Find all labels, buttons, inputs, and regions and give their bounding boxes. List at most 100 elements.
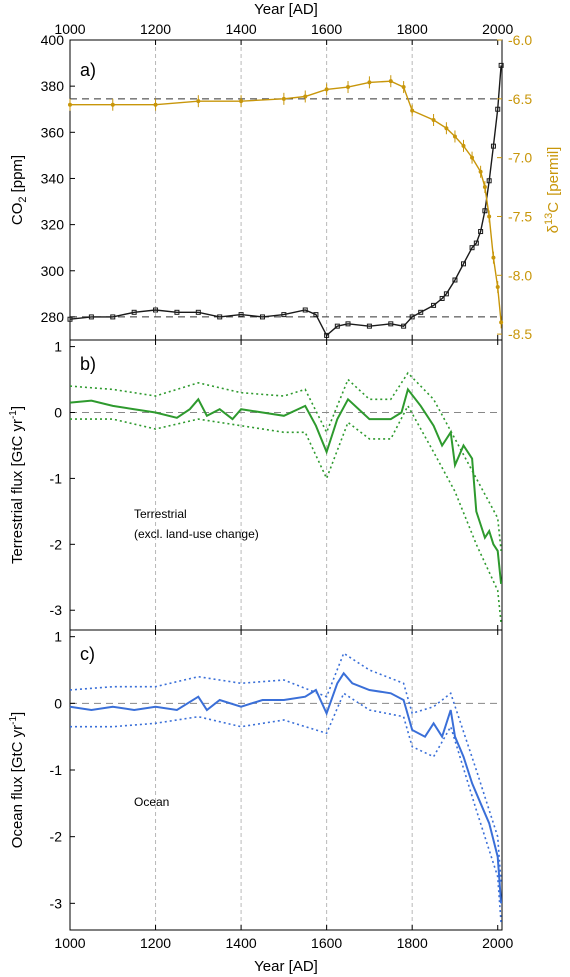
panel-a-right-tick-label: -7.5 [508, 208, 532, 224]
panel-a-frame [69, 39, 503, 341]
co2-point [498, 62, 504, 68]
d13c-point [281, 96, 286, 101]
d13c-point [153, 102, 158, 107]
panel-a-left-tick-label: 400 [41, 32, 65, 48]
panel-a-right-tick-label: -7.0 [508, 150, 532, 166]
co2-line [69, 65, 502, 337]
d13c-point [239, 99, 244, 104]
co2-point [418, 309, 424, 315]
top-x-tick-label: 2000 [482, 21, 513, 37]
panel-c-tick-label: -3 [50, 895, 63, 911]
co2-point [217, 314, 223, 320]
panel-b-tick-label: 1 [54, 339, 62, 355]
co2-point [366, 323, 372, 329]
panel-a-left-tick-label: 380 [41, 78, 65, 94]
top-x-tick-label: 1800 [397, 21, 428, 37]
panel-b-tick-label: -1 [50, 470, 63, 486]
panel-a-left-tick-label: 280 [41, 309, 65, 325]
panel-a-letter: a) [80, 60, 96, 80]
panel-c-ylabel: Ocean flux [GtC yr-1] [8, 712, 26, 848]
d13c-point [482, 185, 487, 190]
co2-point [409, 314, 415, 320]
d13c-point [410, 108, 415, 113]
panel-a-left-tick-label: 340 [41, 170, 65, 186]
terrestrial-uncertainty-line-1 [69, 371, 502, 551]
co2-point [473, 240, 479, 246]
bottom-x-tick-label: 1400 [226, 935, 257, 951]
co2-point [452, 277, 458, 283]
d13c-point [196, 99, 201, 104]
panel-b-tick-label: -3 [50, 602, 63, 618]
d13c-point [470, 155, 475, 160]
bottom-x-tick-label: 1800 [397, 935, 428, 951]
terrestrial-annotation-line2: (excl. land-use change) [134, 527, 259, 541]
d13c-point [401, 85, 406, 90]
panel-c-frame [69, 629, 503, 931]
bottom-x-axis-label: Year [AD] [254, 958, 318, 975]
co2-point [313, 312, 319, 318]
d13c-line [70, 80, 502, 323]
co2-point [388, 321, 394, 327]
d13c-point [68, 102, 72, 107]
co2-point [259, 314, 265, 320]
top-x-axis-label: Year [AD] [254, 1, 318, 18]
d13c-point [461, 143, 466, 148]
panel-c-tick-label: -1 [50, 762, 63, 778]
co2-point [110, 314, 116, 320]
d13c-point [346, 85, 351, 90]
panel-c-tick-label: -2 [50, 829, 63, 845]
d13c-point [499, 320, 504, 325]
co2-point [486, 178, 492, 184]
co2-point [469, 245, 475, 251]
bottom-x-tick-label: 1600 [311, 935, 342, 951]
terrestrial-annotation-line1: Terrestrial [134, 507, 187, 521]
reference-lines [70, 98, 502, 704]
panel-a-right-tick-label: -6.0 [508, 32, 532, 48]
co2-point [482, 208, 488, 214]
d13c-point [495, 285, 500, 290]
bottom-x-tick-label: 1000 [54, 935, 85, 951]
panel-a-right-ylabel: δ13C[permil] [543, 147, 562, 234]
panel-b-ylabel: Terrestrial flux [GtC yr-1] [8, 406, 26, 564]
d13c-point [324, 87, 329, 92]
co2-point [401, 323, 407, 329]
co2-point [174, 309, 180, 315]
panel-b-tick-label: 0 [54, 405, 62, 421]
grid-layer [155, 40, 413, 930]
panel-a-right-tick-label: -8.5 [508, 326, 532, 342]
co2-point [490, 143, 496, 149]
ocean-flux-line [69, 671, 503, 904]
co2-point [345, 321, 351, 327]
panel-c-tick-label: 0 [54, 695, 62, 711]
co2-point [302, 307, 308, 313]
ocean-annotation: Ocean [134, 795, 169, 809]
bottom-x-tick-label: 2000 [482, 935, 513, 951]
top-x-tick-label: 1200 [140, 21, 171, 37]
co2-point [478, 229, 484, 235]
d13c-point [303, 94, 308, 99]
d13c-point [487, 214, 492, 219]
panel-a-left-tick-label: 300 [41, 263, 65, 279]
panel-a-left-ylabel: CO2[ppm] [9, 155, 29, 225]
panel-a-right-tick-label: -8.0 [508, 267, 532, 283]
d13c-point [110, 102, 115, 107]
co2-point [131, 309, 137, 315]
co2-point [431, 302, 437, 308]
panel-a-left-tick-label: 360 [41, 124, 65, 140]
panel-b-letter: b) [80, 354, 96, 374]
terrestrial-flux-line [69, 387, 503, 585]
co2-point [443, 291, 449, 297]
co2-point [195, 309, 201, 315]
co2-point [461, 261, 467, 267]
ocean-uncertainty-line-1 [69, 652, 502, 884]
d13c-point [367, 80, 372, 85]
tick-layer: 1000100012001200140014001600160018001800… [41, 21, 533, 951]
co2-point [495, 106, 501, 112]
co2-point [334, 323, 340, 329]
terrestrial-uncertainty-line-2 [70, 404, 502, 624]
panel-b-frame [69, 339, 503, 631]
co2-point [88, 314, 94, 320]
d13c-point [431, 118, 436, 122]
d13c-point [444, 126, 449, 131]
